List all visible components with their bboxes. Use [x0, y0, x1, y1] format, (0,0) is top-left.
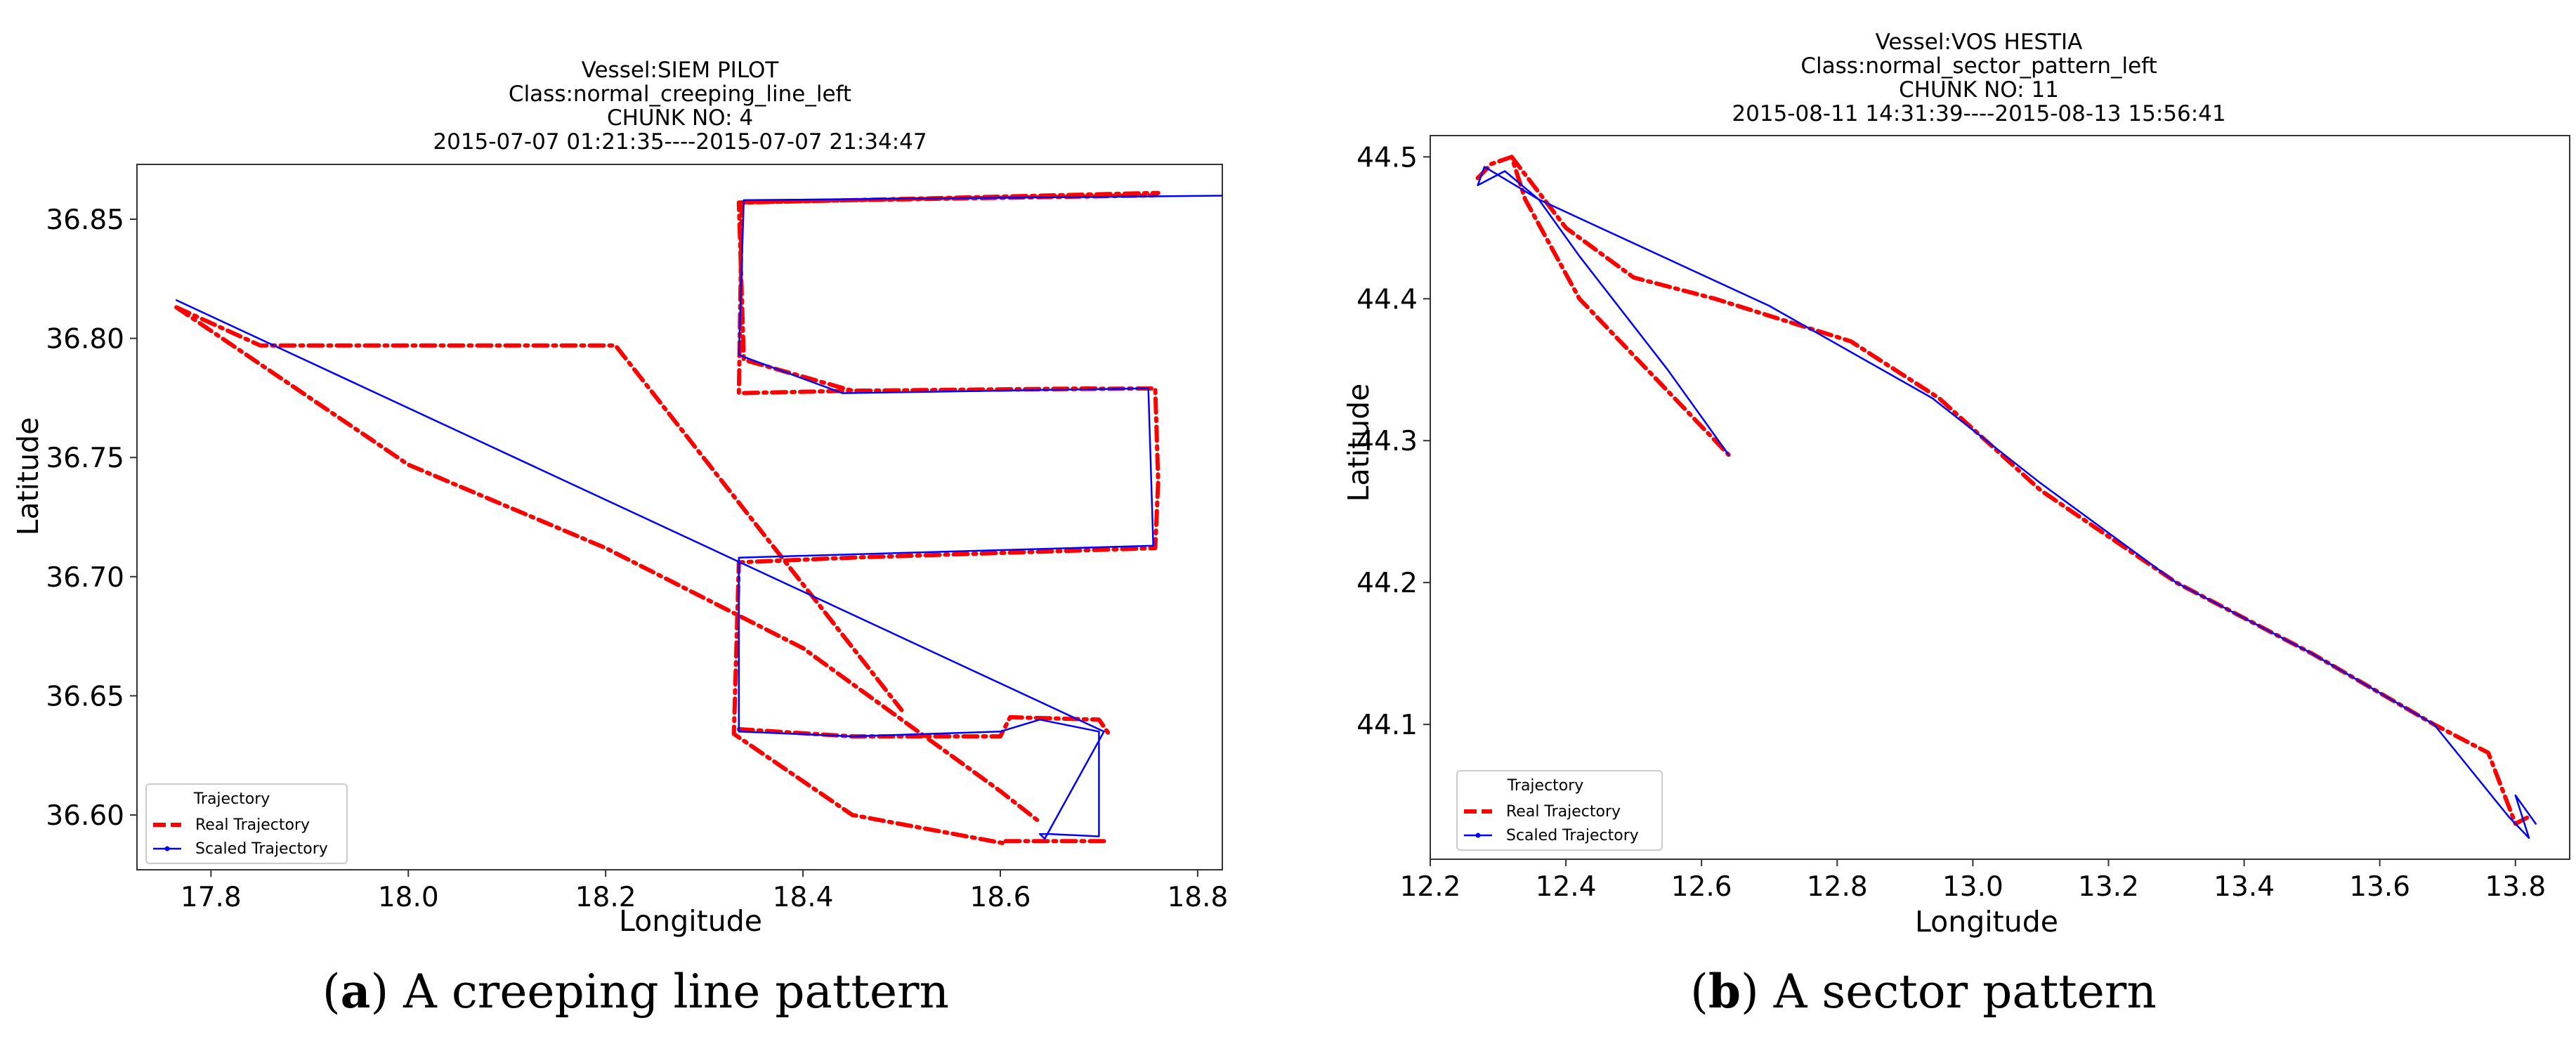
chart-a-x-tick-label: 18.6 — [970, 882, 1031, 913]
chart-b-x-tick-label: 13.2 — [2078, 871, 2139, 903]
chart-a-y-tick-label: 36.75 — [46, 443, 124, 474]
caption-a: (a) A creeping line pattern — [322, 964, 950, 1019]
chart-a-title-line-4: 2015-07-07 01:21:35----2015-07-07 21:34:… — [433, 129, 927, 155]
chart-b-title-line-4: 2015-08-11 14:31:39----2015-08-13 15:56:… — [1732, 101, 2225, 126]
chart-a-real-trajectory-line — [174, 305, 1042, 825]
chart-b-x-tick-label: 12.2 — [1400, 871, 1461, 903]
chart-b-x-tick-label: 13.4 — [2214, 871, 2275, 903]
chart-a-real-trajectory-line — [174, 305, 904, 712]
chart-a-x-ticks: 17.8 18.0 18.2 18.4 18.6 18.8 — [181, 870, 1228, 913]
chart-b-x-tick-label: 12.4 — [1536, 871, 1597, 903]
chart-a-legend: Trajectory Real Trajectory Scaled Trajec… — [145, 783, 348, 864]
chart-a-title-line-1: Vessel:SIEM PILOT — [582, 58, 780, 83]
caption-b: (b) A sector pattern — [1690, 964, 2157, 1019]
chart-b-scaled-trajectory-line — [1477, 166, 2537, 839]
chart-b-x-axis-label: Longitude — [1915, 905, 2058, 939]
chart-a-plot-frame — [136, 164, 1223, 870]
caption-b-text: A sector pattern — [1773, 965, 2157, 1019]
caption-a-letter: a — [340, 964, 371, 1019]
chart-a-title: Vessel:SIEM PILOT Class:normal_creeping_… — [433, 58, 927, 155]
chart-a-series — [174, 190, 1222, 846]
chart-a-y-tick-label: 36.60 — [46, 800, 124, 832]
chart-b-title-line-3: CHUNK NO: 11 — [1899, 77, 2059, 103]
chart-a-y-axis-label: Latitude — [11, 417, 45, 536]
chart-b-real-trajectory-line — [1475, 155, 1731, 457]
caption-b-letter: b — [1708, 964, 1741, 1019]
chart-a-x-axis-label: Longitude — [619, 904, 762, 938]
chart-a-y-tick-label: 36.85 — [46, 204, 124, 236]
chart-b-x-ticks: 12.2 12.4 12.6 12.8 13.0 13.2 13.4 13.6 13.8 — [1400, 859, 2546, 903]
chart-b-y-ticks: 44.1 44.2 44.3 44.4 44.5 — [1356, 142, 1430, 741]
chart-b-y-axis-label: Latitude — [1342, 384, 1375, 502]
chart-b-legend-real-label: Real Trajectory — [1506, 803, 1621, 821]
chart-a-x-tick-label: 18.0 — [378, 882, 439, 913]
chart-a-real-trajectory-line — [731, 190, 1160, 846]
chart-a-y-tick-label: 36.80 — [46, 324, 124, 355]
chart-b-x-tick-label: 13.8 — [2485, 871, 2546, 903]
chart-a-x-tick-label: 18.4 — [773, 882, 834, 913]
chart-a-legend-scaled-label: Scaled Trajectory — [195, 840, 328, 858]
chart-b-y-tick-label: 44.1 — [1356, 710, 1418, 741]
chart-b-plot-frame — [1430, 135, 2570, 860]
chart-b-legend-box — [1456, 770, 1663, 851]
chart-b-legend-scaled-marker — [1475, 833, 1481, 838]
chart-a-y-ticks: 36.60 36.65 36.70 36.75 36.80 36.85 — [46, 204, 137, 832]
chart-b-x-tick-label: 13.6 — [2349, 871, 2410, 903]
chart-a-x-tick-label: 18.8 — [1167, 882, 1228, 913]
chart-b-x-tick-label: 13.0 — [1942, 871, 2003, 903]
chart-b-title-line-1: Vessel:VOS HESTIA — [1876, 30, 2083, 55]
chart-b-legend-scaled-label: Scaled Trajectory — [1506, 827, 1639, 844]
chart-a-scaled-trajectory-line — [175, 195, 1222, 840]
chart-b: Vessel:VOS HESTIA Class:normal_sector_pa… — [1342, 30, 2570, 939]
chart-b-x-tick-label: 12.8 — [1807, 871, 1868, 903]
chart-b-y-tick-label: 44.2 — [1356, 568, 1418, 599]
chart-b-y-tick-label: 44.5 — [1356, 142, 1418, 174]
chart-a-legend-scaled-marker — [164, 846, 170, 851]
chart-a-legend-title: Trajectory — [193, 790, 270, 808]
chart-a-legend-box — [145, 783, 348, 864]
chart-b-y-tick-label: 44.3 — [1356, 426, 1418, 457]
chart-a-y-tick-label: 36.70 — [46, 562, 124, 594]
chart-b-title: Vessel:VOS HESTIA Class:normal_sector_pa… — [1732, 30, 2225, 126]
chart-b-x-tick-label: 12.6 — [1671, 871, 1732, 903]
chart-a-y-tick-label: 36.65 — [46, 681, 124, 712]
chart-b-legend-title: Trajectory — [1507, 777, 1584, 795]
chart-a: Vessel:SIEM PILOT Class:normal_creeping_… — [11, 58, 1228, 938]
chart-a-title-line-3: CHUNK NO: 4 — [607, 105, 753, 131]
caption-a-text: A creeping line pattern — [403, 965, 950, 1019]
chart-b-legend: Trajectory Real Trajectory Scaled Trajec… — [1456, 770, 1663, 851]
chart-b-series — [1475, 155, 2537, 839]
chart-a-title-line-2: Class:normal_creeping_line_left — [509, 81, 851, 107]
chart-a-legend-real-label: Real Trajectory — [195, 816, 310, 834]
chart-b-y-tick-label: 44.4 — [1356, 284, 1418, 315]
chart-a-x-tick-label: 18.2 — [575, 882, 636, 913]
chart-b-title-line-2: Class:normal_sector_pattern_left — [1800, 53, 2157, 79]
chart-a-x-tick-label: 17.8 — [181, 882, 242, 913]
